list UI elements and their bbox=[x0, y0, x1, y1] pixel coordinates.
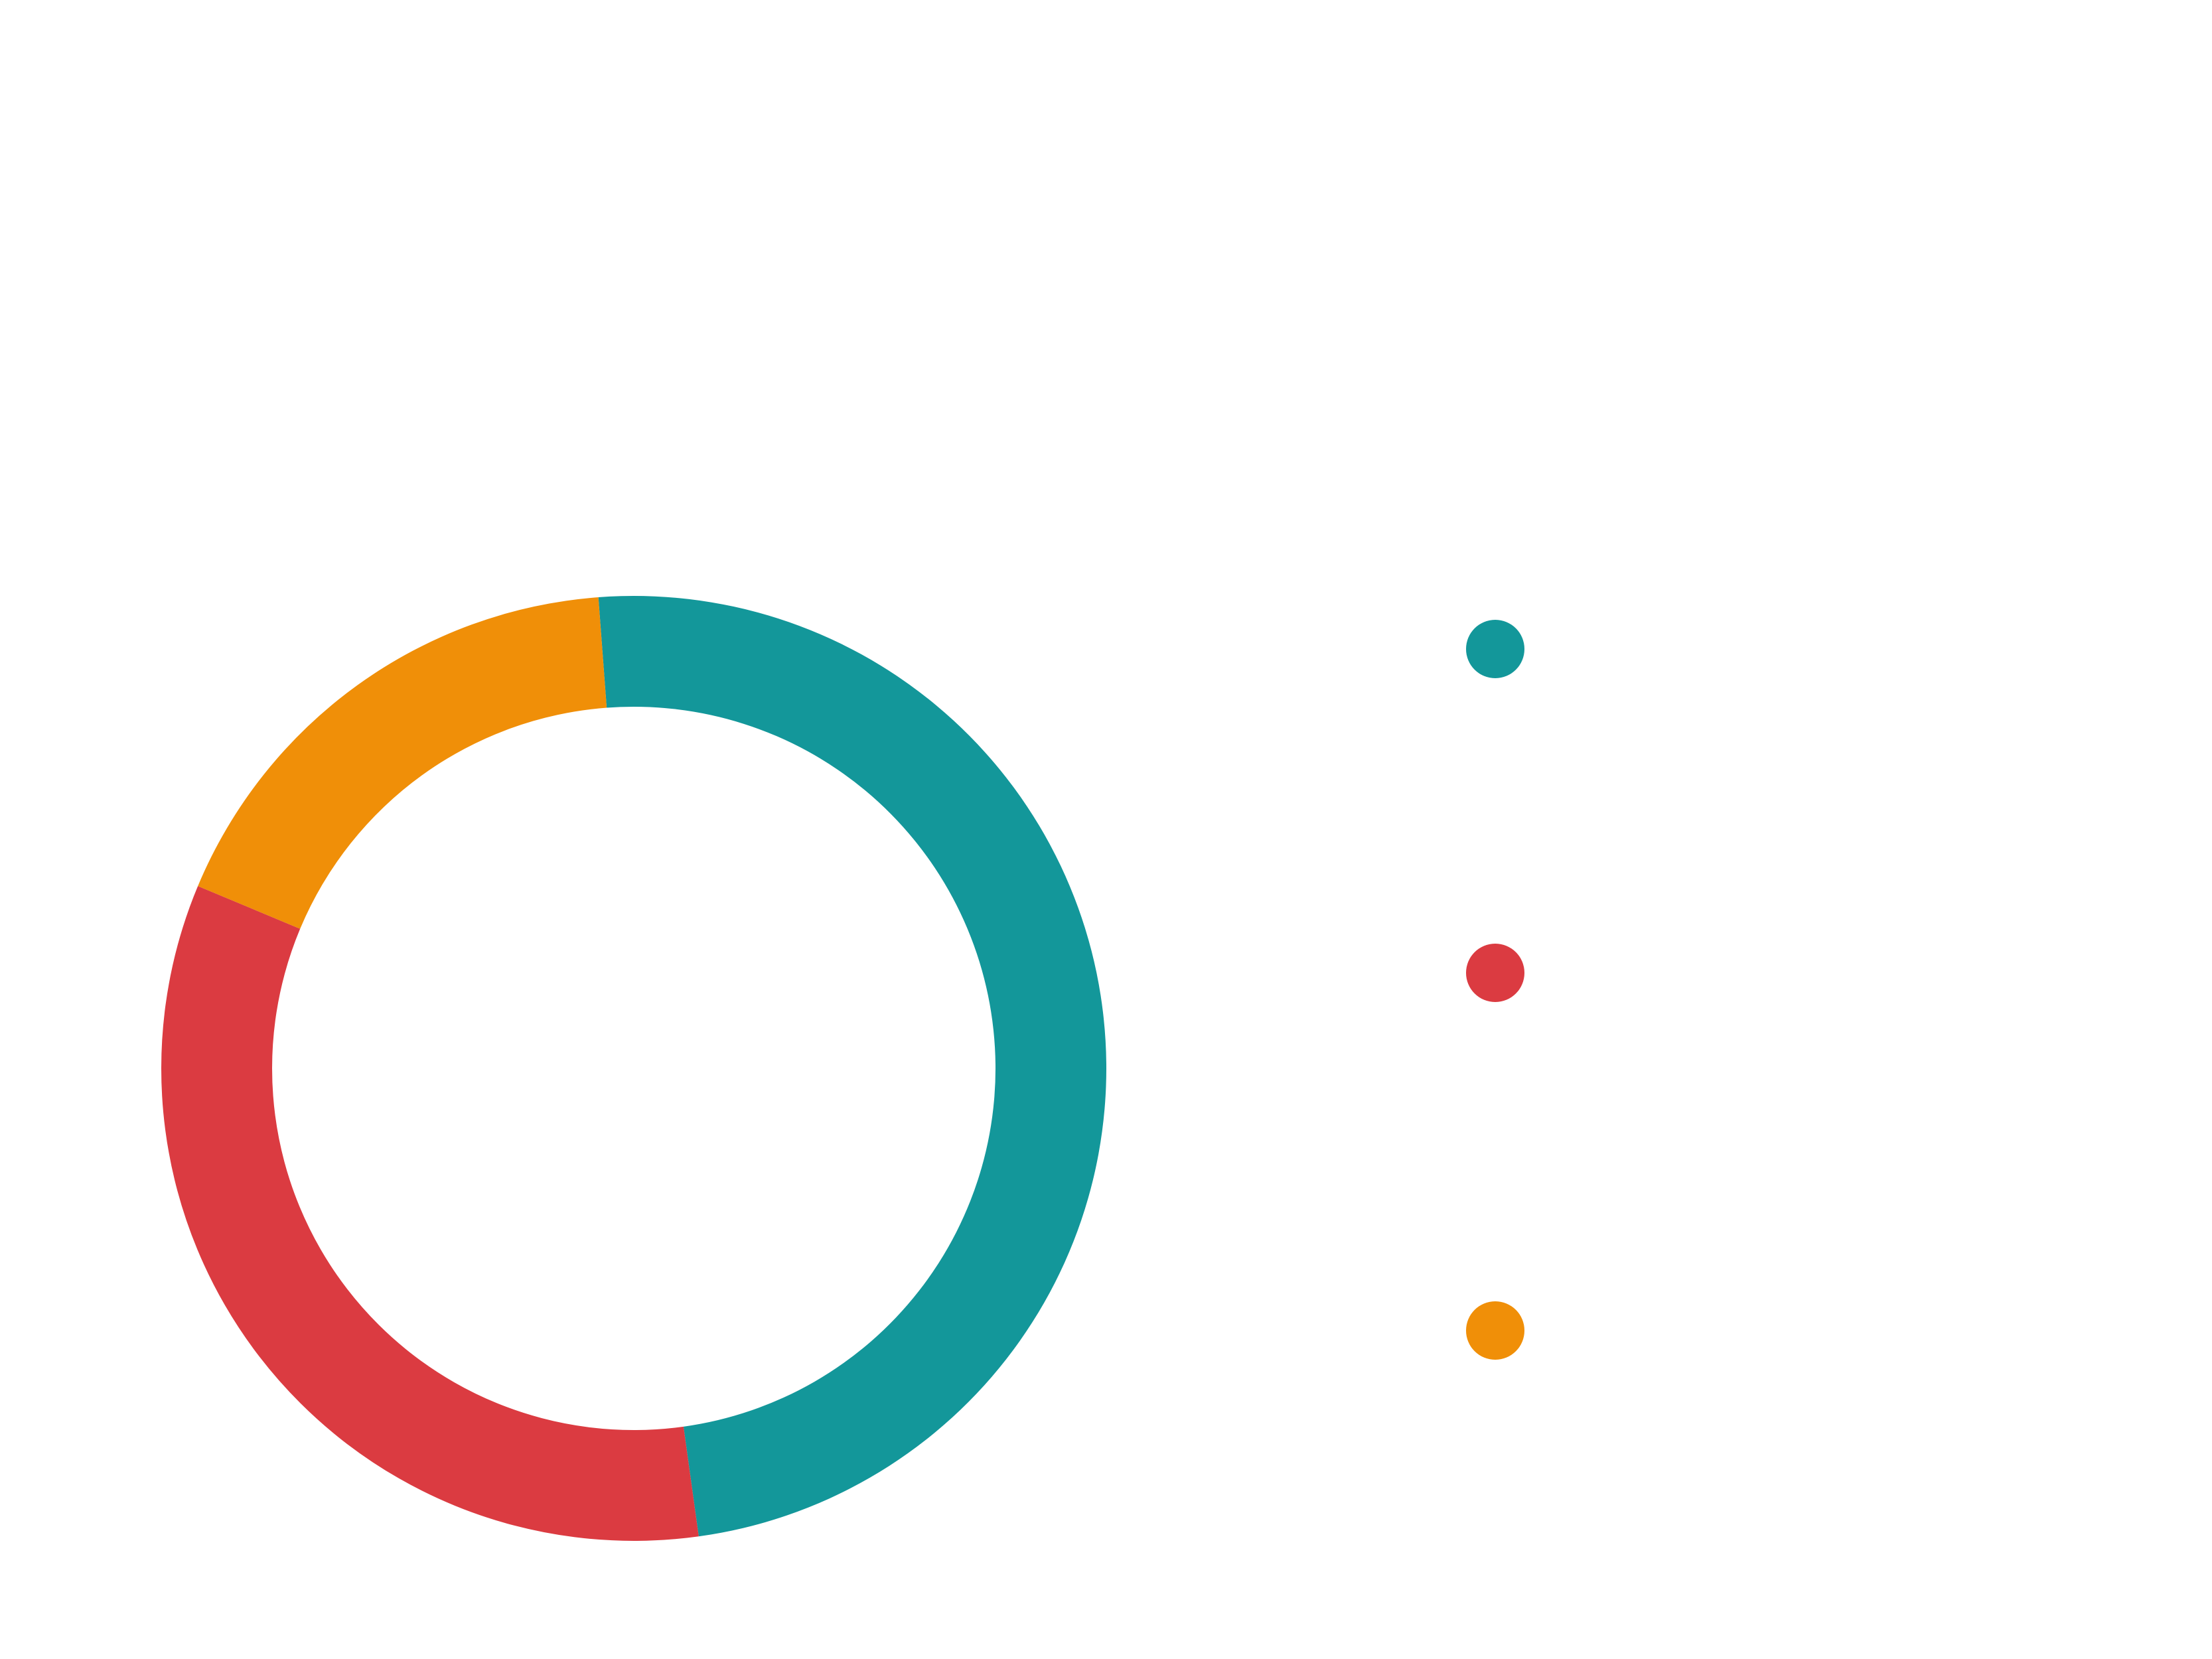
legend-marker-1 bbox=[1466, 620, 1524, 678]
legend-marker-3 bbox=[1466, 1301, 1524, 1360]
donut-slice-1 bbox=[598, 596, 1106, 1537]
donut-slice-2 bbox=[161, 886, 699, 1541]
donut-slice-3 bbox=[198, 597, 607, 929]
donut-slices bbox=[161, 596, 1106, 1541]
legend-marker-2 bbox=[1466, 944, 1524, 1002]
legend bbox=[1466, 620, 1524, 1360]
